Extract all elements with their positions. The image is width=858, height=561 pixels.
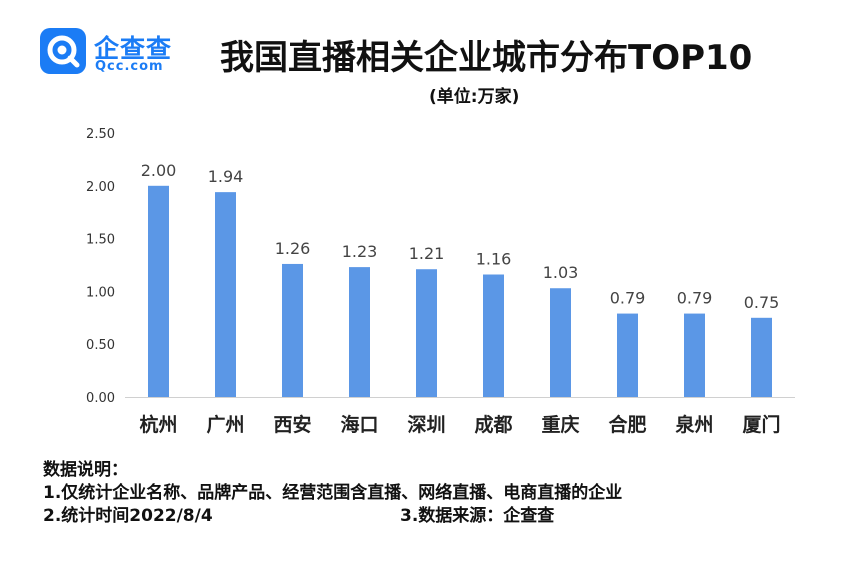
x-tick-label: 西安 xyxy=(273,413,311,436)
x-tick-label: 杭州 xyxy=(139,413,177,436)
notes-line-2: 2.统计时间2022/8/4 xyxy=(43,506,213,526)
notes-line-1: 1.仅统计企业名称、品牌产品、经营范围含直播、网络直播、电商直播的企业 xyxy=(43,483,623,503)
x-tick-label: 深圳 xyxy=(407,413,445,436)
chart-title: 我国直播相关企业城市分布TOP10 xyxy=(220,38,753,78)
y-tick-label: 1.50 xyxy=(86,233,115,248)
data-label: 1.21 xyxy=(409,244,445,263)
x-tick-label: 重庆 xyxy=(541,413,579,436)
data-label: 0.79 xyxy=(677,289,713,308)
bar xyxy=(349,267,370,397)
data-label: 0.75 xyxy=(744,293,780,312)
data-label: 1.23 xyxy=(342,242,378,261)
y-tick-label: 0.00 xyxy=(86,391,115,406)
x-tick-label: 合肥 xyxy=(608,413,646,436)
bar xyxy=(550,288,571,397)
x-tick-label: 成都 xyxy=(474,413,512,436)
x-tick-label: 厦门 xyxy=(742,413,780,436)
y-tick-label: 1.00 xyxy=(86,285,115,300)
notes-line-3: 3.数据来源：企查查 xyxy=(400,506,555,526)
data-label: 0.79 xyxy=(610,289,646,308)
notes-heading: 数据说明： xyxy=(43,460,128,480)
brand-domain: Qcc.com xyxy=(95,59,164,74)
notes-line-row-2: 2.统计时间2022/8/4 3.数据来源：企查查 xyxy=(43,505,622,528)
chart-unit: (单位:万家) xyxy=(429,87,520,107)
x-tick-label: 海口 xyxy=(340,413,378,436)
bar xyxy=(617,313,638,397)
y-tick-label: 0.50 xyxy=(86,338,115,353)
qcc-logo-icon xyxy=(40,28,86,74)
data-label: 2.00 xyxy=(141,161,177,180)
bar xyxy=(148,185,169,397)
y-tick-label: 2.50 xyxy=(86,127,115,142)
data-label: 1.03 xyxy=(543,263,579,282)
bar xyxy=(215,192,236,397)
data-notes: 数据说明： 1.仅统计企业名称、品牌产品、经营范围含直播、网络直播、电商直播的企… xyxy=(43,459,622,528)
bar xyxy=(684,313,705,397)
bar xyxy=(751,317,772,397)
bar xyxy=(483,274,504,397)
x-tick-label: 泉州 xyxy=(674,413,713,436)
bar xyxy=(416,269,437,397)
data-label: 1.26 xyxy=(275,239,311,258)
data-label: 1.94 xyxy=(208,167,244,186)
brand-logo: 企查查 Qcc.com xyxy=(40,26,200,80)
data-label: 1.16 xyxy=(476,250,512,269)
bar xyxy=(282,263,303,397)
y-tick-label: 2.00 xyxy=(86,180,115,195)
brand-name: 企查查 xyxy=(94,34,173,63)
x-tick-label: 广州 xyxy=(206,413,244,436)
